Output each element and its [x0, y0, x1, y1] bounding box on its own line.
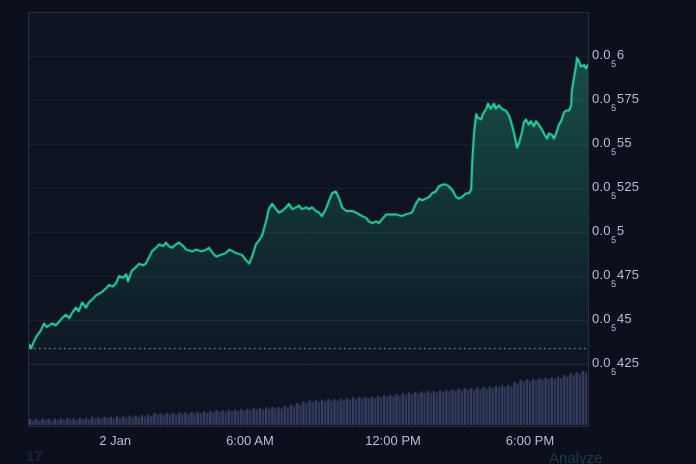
- plot-area: [28, 12, 589, 427]
- price-tick-label: 0.056: [592, 47, 625, 69]
- price-tick-label: 0.05425: [592, 355, 640, 377]
- price-tick-label: 0.05575: [592, 91, 640, 113]
- time-tick-label: 6:00 PM: [505, 433, 555, 448]
- time-tick-label: 2 Jan: [99, 433, 132, 448]
- analyze-button[interactable]: Analyze: [549, 450, 603, 464]
- price-tick-label: 0.0555: [592, 135, 632, 157]
- price-tick-label: 0.055: [592, 223, 625, 245]
- price-tick-label: 0.0545: [592, 311, 632, 333]
- price-tick-label: 0.05475: [592, 267, 640, 289]
- price-tick-label: 0.05525: [592, 179, 640, 201]
- watermark-text: 17: [26, 448, 43, 464]
- time-tick-label: 12:00 PM: [365, 433, 421, 448]
- price-chart-canvas[interactable]: [29, 13, 588, 426]
- time-tick-label: 6:00 AM: [226, 433, 274, 448]
